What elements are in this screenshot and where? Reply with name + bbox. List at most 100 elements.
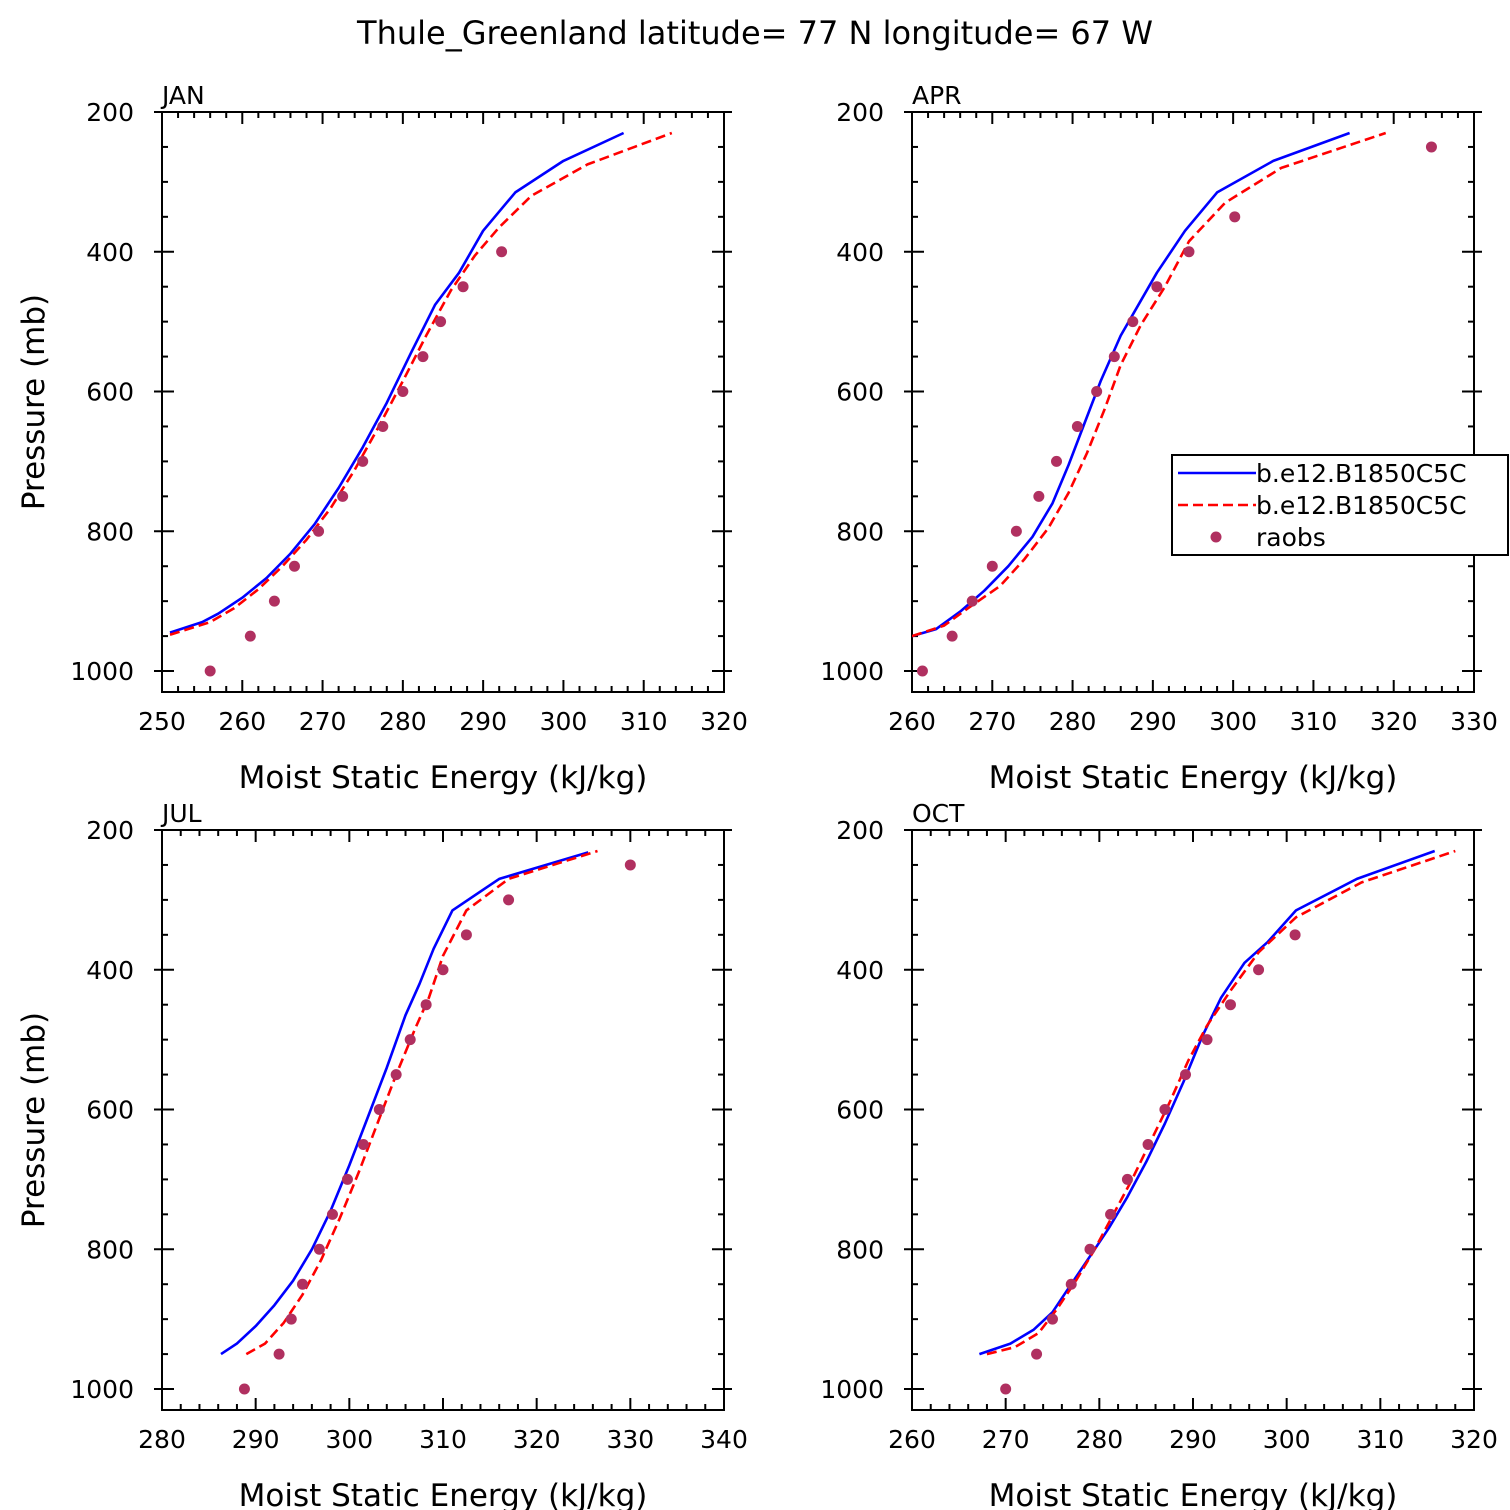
panel-apr: APR 260 270 280 290 300 310 320 330 200 400 600 800 1…	[820, 81, 1497, 796]
y-tick-label: 1000	[70, 657, 134, 686]
raobs-point	[1183, 246, 1195, 258]
raobs-point	[404, 1034, 416, 1046]
y-tick-label: 200	[86, 98, 134, 127]
y-tick-label: 800	[86, 517, 134, 546]
raobs-point	[244, 630, 256, 642]
x-tick-label: 260	[888, 1425, 936, 1454]
panel-jan: JAN 250 260 270 280 290 300 310 320 200 400 600 800 1…	[16, 81, 748, 796]
figure-title: Thule_Greenland latitude= 77 N longitude…	[356, 14, 1153, 52]
x-axis-label: Moist Static Energy (kJ/kg)	[239, 1478, 648, 1510]
raobs-point	[986, 560, 998, 572]
y-axis-label: Pressure (mb)	[16, 1012, 52, 1228]
raobs-point	[1000, 1383, 1012, 1395]
x-tick-label: 330	[1450, 707, 1498, 736]
y-tick-label: 400	[836, 956, 884, 985]
raobs-point	[326, 1208, 338, 1220]
data-layer	[220, 849, 636, 1395]
raobs-point	[238, 1383, 250, 1395]
y-tick-label: 600	[86, 378, 134, 407]
panel-jul: JUL 280 290 300 310 320 330 340 200 400 600 800 1000…	[16, 799, 748, 1510]
data-layer	[978, 849, 1456, 1395]
y-tick-label: 200	[836, 816, 884, 845]
series-line-solid	[978, 849, 1436, 1356]
raobs-point	[946, 630, 958, 642]
raobs-point	[337, 490, 349, 502]
x-tick-label: 300	[540, 707, 588, 736]
y-tick-label: 400	[86, 956, 134, 985]
x-tick-label: 270	[968, 707, 1016, 736]
raobs-point	[1201, 1034, 1213, 1046]
y-tick-label: 800	[836, 517, 884, 546]
x-tick-label: 280	[1049, 707, 1097, 736]
x-tick-label: 250	[138, 707, 186, 736]
raobs-point	[288, 560, 300, 572]
x-tick-label: 340	[700, 1425, 748, 1454]
raobs-point	[1127, 316, 1139, 328]
x-tick-label: 300	[1263, 1425, 1311, 1454]
x-tick-label: 310	[620, 707, 668, 736]
raobs-point	[273, 1348, 285, 1360]
series-line-dashed	[169, 131, 673, 636]
raobs-point	[1071, 420, 1083, 432]
legend: b.e12.B1850C5C b.e12.B1850C5C raobs	[1171, 454, 1509, 556]
raobs-point	[1031, 1348, 1043, 1360]
series-line-dashed	[245, 849, 598, 1356]
raobs-point	[390, 1069, 402, 1081]
raobs-point	[341, 1173, 353, 1185]
x-tick-label: 330	[606, 1425, 654, 1454]
panel-title: JAN	[160, 81, 205, 110]
plot-frame	[161, 111, 725, 693]
raobs-point	[624, 859, 636, 871]
raobs-point	[1121, 1173, 1133, 1185]
x-tick-label: 280	[379, 707, 427, 736]
raobs-point	[1084, 1243, 1096, 1255]
raobs-point	[916, 665, 928, 677]
raobs-point	[1229, 211, 1241, 223]
y-tick-label: 200	[86, 816, 134, 845]
x-axis-label: Moist Static Energy (kJ/kg)	[989, 1478, 1398, 1510]
x-tick-label: 310	[1356, 1425, 1404, 1454]
plot-frame	[161, 829, 725, 1411]
y-tick-label: 600	[86, 1096, 134, 1125]
raobs-point	[373, 1104, 385, 1116]
x-tick-label: 260	[218, 707, 266, 736]
x-tick-label: 310	[1290, 707, 1338, 736]
y-tick-label: 800	[86, 1235, 134, 1264]
raobs-point	[1047, 1313, 1058, 1325]
raobs-point	[1091, 386, 1103, 398]
raobs-point	[1224, 999, 1236, 1011]
series-line-solid	[220, 851, 589, 1356]
raobs-point	[1142, 1138, 1154, 1150]
panel-oct: OCT 260 270 280 290 300 310 320 200 400 600 800 1000…	[820, 799, 1497, 1510]
x-tick-label: 320	[1450, 1425, 1498, 1454]
raobs-point	[377, 420, 389, 432]
y-axis-label: Pressure (mb)	[16, 294, 52, 510]
y-tick-label: 800	[836, 1235, 884, 1264]
x-tick-label: 320	[1370, 707, 1418, 736]
raobs-point	[417, 351, 429, 363]
series-line-solid	[912, 131, 1351, 638]
y-tick-label: 200	[836, 98, 884, 127]
raobs-point	[297, 1278, 308, 1290]
raobs-point	[357, 1138, 369, 1150]
raobs-point	[966, 595, 978, 607]
raobs-point	[1180, 1069, 1192, 1081]
raobs-point	[1151, 281, 1163, 293]
raobs-point	[204, 665, 216, 677]
legend-label: raobs	[1256, 523, 1326, 552]
legend-label: b.e12.B1850C5C	[1256, 491, 1467, 520]
x-tick-label: 300	[325, 1425, 373, 1454]
plot-frame	[911, 829, 1475, 1411]
data-layer	[912, 131, 1437, 677]
x-tick-label: 270	[299, 707, 347, 736]
series-line-dashed	[986, 849, 1456, 1356]
raobs-point	[420, 999, 432, 1011]
x-tick-label: 270	[982, 1425, 1030, 1454]
raobs-point	[268, 595, 280, 607]
series-line-dashed	[912, 131, 1387, 638]
raobs-point	[460, 929, 472, 941]
y-tick-label: 600	[836, 378, 884, 407]
x-tick-label: 280	[1075, 1425, 1123, 1454]
raobs-point	[437, 964, 449, 976]
